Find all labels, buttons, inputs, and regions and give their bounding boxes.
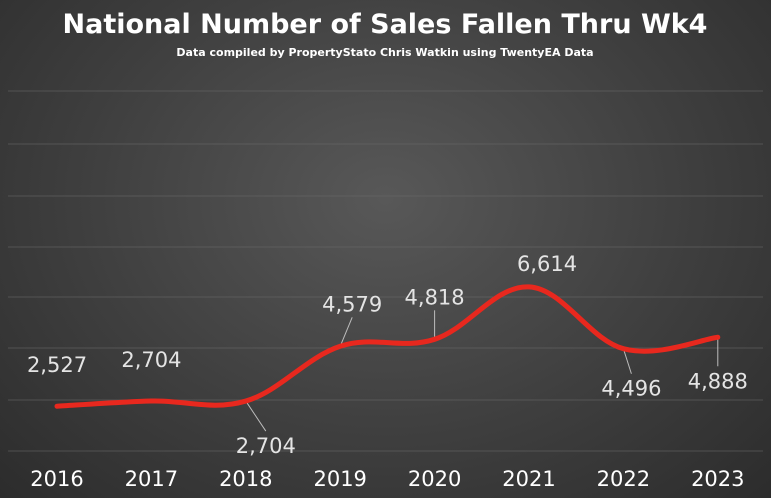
- leader-line: [622, 348, 632, 374]
- leader-line: [245, 400, 267, 432]
- x-tick-label: 2018: [219, 467, 272, 491]
- data-label: 4,888: [688, 369, 748, 393]
- data-label: 2,527: [27, 353, 87, 377]
- chart-subtitle: Data compiled by PropertyStato Chris Wat…: [176, 46, 593, 59]
- series-line: [54, 284, 721, 409]
- leader-lines: [245, 310, 719, 432]
- data-label: 2,704: [121, 348, 181, 372]
- x-tick-label: 2019: [313, 467, 366, 491]
- data-label: 4,818: [405, 285, 465, 309]
- data-label: 2,704: [236, 434, 296, 458]
- data-label: 4,579: [322, 292, 382, 316]
- x-tick-label: 2022: [597, 467, 650, 491]
- data-labels: 2,527 2,704 2,704 4,579 4,818 6,614 4,496 4,888: [27, 252, 748, 458]
- series-line-layer: [54, 284, 721, 409]
- leader-line: [339, 317, 353, 347]
- data-label: 6,614: [517, 252, 577, 276]
- data-label: 4,496: [601, 377, 661, 401]
- x-axis-ticks: 2016 2017 2018 2019 2020 2021 2022 2023: [30, 467, 744, 491]
- x-tick-label: 2017: [125, 467, 178, 491]
- chart-title: National Number of Sales Fallen Thru Wk4: [63, 9, 708, 40]
- x-tick-label: 2016: [30, 467, 83, 491]
- x-tick-label: 2023: [691, 467, 744, 491]
- x-tick-label: 2021: [502, 467, 555, 491]
- x-tick-label: 2020: [408, 467, 461, 491]
